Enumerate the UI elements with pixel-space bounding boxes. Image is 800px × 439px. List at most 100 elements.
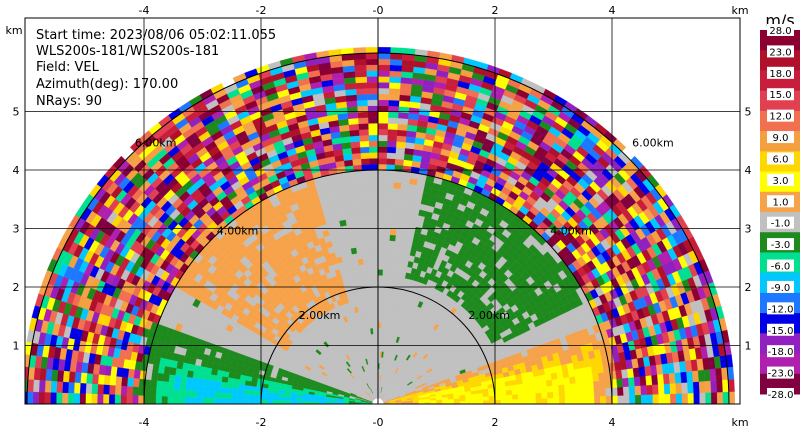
velocity-gate xyxy=(388,118,398,124)
velocity-gate xyxy=(378,188,386,194)
velocity-gate xyxy=(612,396,618,404)
velocity-gate xyxy=(358,123,368,129)
velocity-gate xyxy=(370,182,378,188)
velocity-gate xyxy=(392,270,397,276)
velocity-gate xyxy=(375,305,379,311)
velocity-gate xyxy=(393,182,401,189)
velocity-gate xyxy=(378,176,386,182)
velocity-gate xyxy=(387,141,396,147)
velocity-gate xyxy=(385,299,389,305)
velocity-gate xyxy=(371,211,378,217)
velocity-gate xyxy=(378,147,387,153)
velocity-gate xyxy=(378,100,389,106)
velocity-gate xyxy=(368,112,378,118)
velocity-gate xyxy=(360,229,367,235)
velocity-gate xyxy=(369,158,378,164)
velocity-gate xyxy=(391,211,398,217)
velocity-gate xyxy=(388,112,398,118)
velocity-gate xyxy=(512,389,518,394)
velocity-gate xyxy=(347,183,355,190)
velocity-gate xyxy=(369,135,378,141)
velocity-gate xyxy=(375,328,378,334)
velocity-gate xyxy=(400,242,406,249)
velocity-gate xyxy=(399,101,410,108)
velocity-gate xyxy=(600,396,606,404)
velocity-gate xyxy=(381,316,384,322)
velocity-gate xyxy=(400,89,411,96)
velocity-gate xyxy=(363,182,371,188)
velocity-gate xyxy=(378,88,389,94)
velocity-gate xyxy=(534,381,541,387)
velocity-gate xyxy=(393,259,399,265)
velocity-gate xyxy=(397,124,407,131)
velocity-gate xyxy=(664,384,670,394)
velocity-gate xyxy=(358,118,368,124)
velocity-gate xyxy=(396,224,403,231)
velocity-gate xyxy=(397,265,403,272)
velocity-gate xyxy=(358,211,365,217)
velocity-gate xyxy=(670,383,676,394)
velocity-gate xyxy=(378,246,384,252)
velocity-gate xyxy=(396,141,406,148)
velocity-gate xyxy=(380,340,383,346)
velocity-gate xyxy=(372,217,379,223)
velocity-gate xyxy=(366,53,378,59)
velocity-gate xyxy=(399,200,407,207)
velocity-gate xyxy=(368,129,378,135)
velocity-gate xyxy=(558,378,565,385)
velocity-gate xyxy=(352,153,361,160)
velocity-gate xyxy=(373,258,378,264)
velocity-gate xyxy=(686,371,693,382)
velocity-gate xyxy=(355,71,367,77)
velocity-gate xyxy=(383,322,386,328)
velocity-gate xyxy=(367,88,378,94)
velocity-gate xyxy=(367,94,378,100)
velocity-gate xyxy=(398,206,406,213)
velocity-gate xyxy=(349,124,359,131)
velocity-gate xyxy=(401,236,408,243)
velocity-gate xyxy=(384,311,388,317)
velocity-gate xyxy=(378,293,382,299)
velocity-gate xyxy=(390,229,397,235)
velocity-gate xyxy=(356,247,362,254)
velocity-gate xyxy=(388,123,398,129)
velocity-gate xyxy=(506,390,512,395)
velocity-gate xyxy=(378,287,382,293)
velocity-gate xyxy=(351,141,361,148)
velocity-gate xyxy=(360,147,369,153)
velocity-gate xyxy=(363,194,371,200)
velocity-gate xyxy=(670,394,676,404)
velocity-gate xyxy=(402,230,409,237)
velocity-gate xyxy=(507,399,513,404)
velocity-gate xyxy=(375,322,378,328)
velocity-gate xyxy=(354,230,361,237)
velocity-gate xyxy=(367,82,378,88)
velocity-gate xyxy=(398,112,409,119)
velocity-gate xyxy=(553,398,559,404)
velocity-gate xyxy=(384,240,390,246)
velocity-gate xyxy=(606,388,612,396)
velocity-gate xyxy=(392,264,397,270)
velocity-gate xyxy=(606,396,612,404)
velocity-gate xyxy=(349,195,357,202)
velocity-gate xyxy=(387,270,392,276)
velocity-gate xyxy=(385,205,392,211)
velocity-gate xyxy=(652,384,658,394)
velocity-gate xyxy=(370,164,378,170)
velocity-gate xyxy=(378,53,390,59)
velocity-gate xyxy=(344,83,356,90)
velocity-gate xyxy=(483,396,489,400)
velocity-gate xyxy=(355,182,363,189)
velocity-gate xyxy=(588,389,594,397)
velocity-gate xyxy=(571,397,577,404)
velocity-gate xyxy=(378,223,384,229)
velocity-gate xyxy=(378,65,390,71)
velocity-gate xyxy=(389,77,401,83)
velocity-gate xyxy=(559,391,565,398)
velocity-gate xyxy=(551,373,558,380)
velocity-gate xyxy=(386,176,394,182)
velocity-gate xyxy=(663,373,670,384)
velocity-gate xyxy=(599,380,606,388)
velocity-gate xyxy=(378,170,386,176)
